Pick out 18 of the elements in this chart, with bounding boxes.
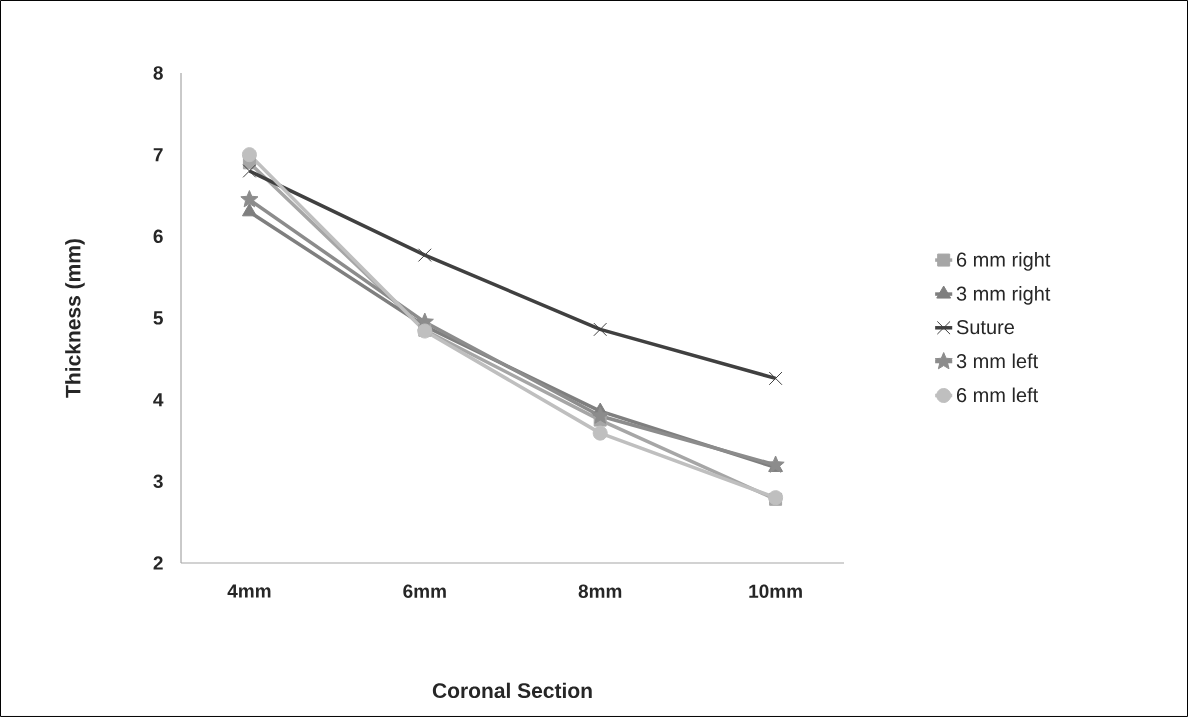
x-tick-label: 4mm — [227, 584, 271, 598]
x-tick-label: 6mm — [403, 584, 446, 598]
x-tick-label: 10mm — [749, 584, 802, 598]
y-axis-title: Thickness (mm) — [65, 239, 85, 398]
y-tick-label: 3 — [153, 474, 163, 489]
y-tick-label: 5 — [153, 311, 163, 325]
legend-label: 3 mm left — [956, 353, 1039, 369]
legend-label: 6 mm left — [956, 387, 1039, 403]
legend-label: Suture — [956, 320, 1014, 335]
y-tick-label: 2 — [153, 556, 163, 570]
y-tick-label: 6 — [153, 229, 163, 244]
y-tick-label: 4 — [153, 393, 164, 407]
legend-label: 6 mm right — [956, 252, 1051, 271]
x-axis-title: Coronal Section — [432, 682, 592, 699]
y-tick-label: 7 — [153, 148, 163, 162]
y-tick-label: 8 — [153, 66, 163, 80]
legend-label: 3 mm right — [956, 286, 1051, 305]
x-tick-label: 8mm — [578, 584, 622, 598]
